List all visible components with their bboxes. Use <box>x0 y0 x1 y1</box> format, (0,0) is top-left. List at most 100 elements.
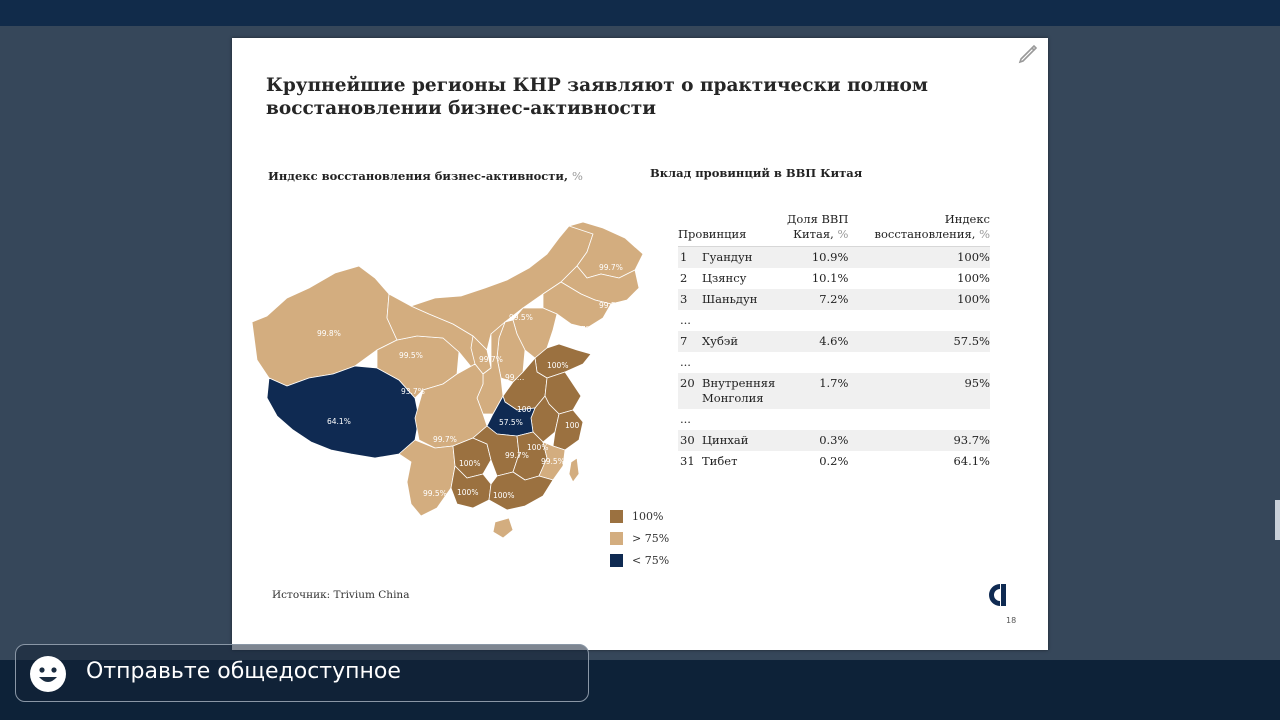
province-name: Внутренняя <box>702 376 776 390</box>
cell-gap <box>848 268 864 289</box>
cell-gap <box>848 373 865 409</box>
table-row: 31 Тибет 0.2% 64.1% <box>678 451 990 472</box>
cell-index: 100% <box>864 289 990 310</box>
map-heading: Индекс восстановления бизнес-активности,… <box>268 169 583 183</box>
header-gap <box>848 212 865 247</box>
smiley-icon[interactable] <box>29 655 67 693</box>
cell-index: 64.1% <box>953 454 990 468</box>
cell-empty <box>702 310 990 331</box>
legend-item: > 75% <box>610 527 669 549</box>
legend-swatch <box>610 553 623 567</box>
legend-label: 100% <box>632 509 664 523</box>
table-row: 20 Внутренняя Монголия 1.7% 95% <box>678 373 990 409</box>
map-label: 100 <box>517 405 532 414</box>
message-input[interactable]: Отправьте общедоступное <box>86 659 401 684</box>
cell-index: 95% <box>864 373 990 409</box>
region-zhejiang <box>552 409 584 451</box>
cell-empty <box>702 352 990 373</box>
table-row-ellipsis: ... <box>678 409 990 430</box>
cell-share: 10.9% <box>781 246 849 268</box>
cell-index: 57.5% <box>864 331 990 352</box>
cell-empty <box>702 409 990 430</box>
cell-gap <box>848 451 864 472</box>
map-label: 99.5% <box>509 313 533 322</box>
presentation-slide: Крупнейшие регионы КНР заявляют о практи… <box>232 38 1048 650</box>
cell-gap <box>848 246 865 268</box>
cell-province: Тибет <box>702 451 782 472</box>
region-fujian <box>538 441 566 481</box>
header-gdp-share-line1: Доля ВВП <box>786 212 849 226</box>
cell-index: 100% <box>957 271 990 285</box>
cell-province: Цзянсу <box>702 268 782 289</box>
map-label: 99.5% <box>399 351 423 360</box>
map-label: 99.8% <box>317 329 341 338</box>
province-name: Хубэй <box>702 334 738 348</box>
map-label: 64.1% <box>327 417 351 426</box>
table-heading: Вклад провинций в ВВП Китая <box>650 166 863 180</box>
map-label: 99.7% <box>433 435 457 444</box>
top-bar <box>0 0 1280 26</box>
cell-rank: 30 <box>678 430 702 451</box>
region-liaoning <box>542 281 612 329</box>
header-gdp-share: Доля ВВП Китая, % <box>781 212 849 247</box>
province-name: Шаньдун <box>702 292 758 306</box>
cell-rank: 2 <box>680 271 688 285</box>
cell-share: 10.1% <box>811 271 849 285</box>
header-gdp-share-line2: Китая, <box>793 227 834 241</box>
province-name: Тибет <box>702 454 738 468</box>
cell-province: Хубэй <box>702 331 782 352</box>
gdp-table: Провинция Доля ВВП Китая, % Индекс восст… <box>678 212 990 472</box>
map-label: 100% <box>527 443 548 452</box>
cell-rank: 3 <box>678 289 702 310</box>
map-label: 99.7% <box>505 451 529 460</box>
cell-rank: ... <box>680 412 691 426</box>
map-label: 100% <box>493 491 514 500</box>
cell-rank: 7 <box>678 331 702 352</box>
china-map: 99.8% 99.5% 93.7% 64.1% 99.7% 99.5% 99.7… <box>251 221 644 539</box>
header-recovery-line1: Индекс <box>944 212 990 226</box>
pencil-icon[interactable] <box>1017 42 1039 64</box>
region-yunnan <box>398 439 456 517</box>
cell-rank: 1 <box>678 246 702 268</box>
header-unit: % <box>837 227 849 241</box>
region-sichuan <box>414 363 488 449</box>
company-logo <box>989 584 1006 606</box>
table-row: 7 Хубэй 4.6% 57.5% <box>678 331 990 352</box>
cell-share: 0.2% <box>819 454 849 468</box>
map-label: 99.7% <box>599 263 623 272</box>
cell-share: 7.2% <box>781 289 849 310</box>
header-unit: % <box>979 227 990 241</box>
map-label: 100% <box>547 361 568 370</box>
legend-item: < 75% <box>610 549 669 571</box>
header-recovery-line2: восстановления, <box>874 227 976 241</box>
cell-share: 0.3% <box>781 430 849 451</box>
province-name: Цинхай <box>702 433 749 447</box>
source-note: Источник: Trivium China <box>272 589 410 601</box>
cell-rank: ... <box>680 355 691 369</box>
map-label: 100% <box>457 488 478 497</box>
region-guangdong <box>488 471 554 511</box>
map-label: 99.7% <box>569 325 593 334</box>
region-hainan <box>492 517 514 539</box>
cell-gap <box>848 430 865 451</box>
map-label: 57.5% <box>499 418 523 427</box>
cell-province: Гуандун <box>702 246 782 268</box>
cell-index: 93.7% <box>864 430 990 451</box>
map-legend: 100% > 75% < 75% <box>610 505 669 571</box>
cell-province: Шаньдун <box>702 289 782 310</box>
province-name: Цзянсу <box>702 271 747 285</box>
page-number: 18 <box>1006 616 1017 625</box>
map-label: 100% <box>459 459 480 468</box>
province-name-line2: Монголия <box>702 391 764 405</box>
table-row: 30 Цинхай 0.3% 93.7% <box>678 430 990 451</box>
cell-rank: 31 <box>680 454 695 468</box>
slide-title: Крупнейшие регионы КНР заявляют о практи… <box>266 75 928 119</box>
cell-index: 100% <box>864 246 990 268</box>
scroll-handle[interactable] <box>1275 500 1280 540</box>
map-label: 100 <box>565 421 580 430</box>
legend-label: < 75% <box>632 553 670 567</box>
map-label: 99.7% <box>479 355 503 364</box>
table-row: 1 Гуандун 10.9% 100% <box>678 246 990 268</box>
cell-gap <box>848 331 865 352</box>
message-input-bar[interactable]: Отправьте общедоступное <box>15 644 589 702</box>
